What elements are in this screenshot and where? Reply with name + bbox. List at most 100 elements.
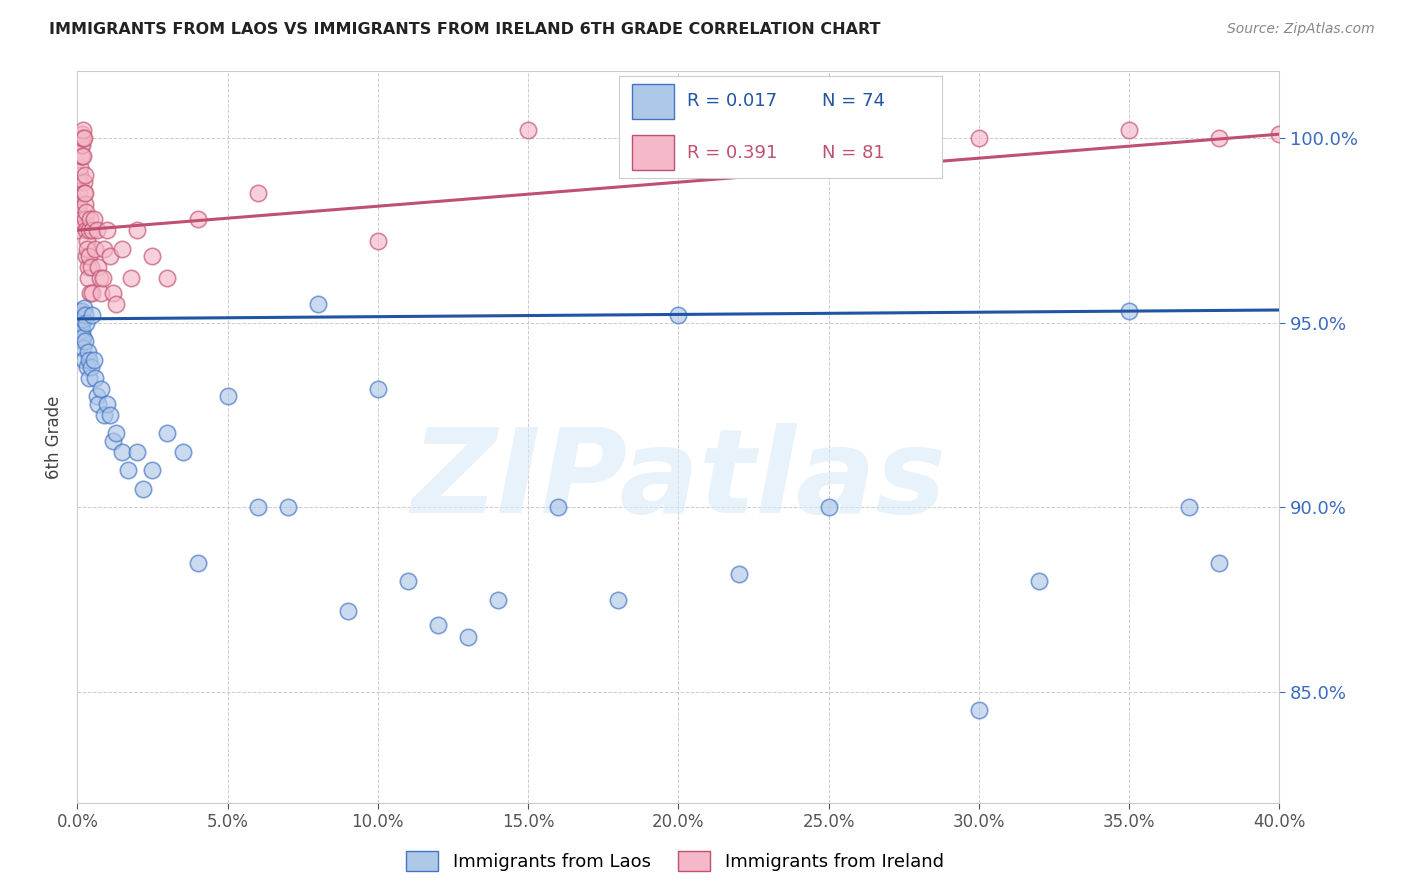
Point bbox=[80, 260, 103, 274]
Bar bbox=[631, 84, 673, 119]
Point bbox=[70, 316, 93, 330]
Point bbox=[396, 574, 419, 589]
Bar bbox=[631, 136, 673, 170]
Point bbox=[93, 242, 115, 256]
Point bbox=[93, 408, 115, 422]
Point bbox=[75, 249, 97, 263]
Point bbox=[70, 127, 93, 141]
Point bbox=[75, 223, 97, 237]
Point bbox=[70, 149, 93, 163]
Point bbox=[117, 463, 139, 477]
Point bbox=[69, 316, 91, 330]
Point bbox=[76, 242, 98, 256]
Point bbox=[69, 319, 91, 334]
Point bbox=[1178, 500, 1201, 515]
Point bbox=[967, 703, 990, 717]
Text: Source: ZipAtlas.com: Source: ZipAtlas.com bbox=[1227, 22, 1375, 37]
Point bbox=[1118, 304, 1140, 318]
Point bbox=[1208, 131, 1230, 145]
Text: N = 81: N = 81 bbox=[823, 144, 886, 161]
Point bbox=[1268, 127, 1291, 141]
Point bbox=[486, 592, 509, 607]
Point bbox=[96, 223, 118, 237]
Point bbox=[82, 308, 104, 322]
Point bbox=[80, 285, 103, 300]
Point bbox=[127, 445, 149, 459]
Point bbox=[307, 297, 329, 311]
Point bbox=[105, 426, 128, 441]
Point bbox=[67, 186, 90, 201]
Point bbox=[69, 161, 91, 175]
Point bbox=[217, 389, 239, 403]
Point bbox=[186, 212, 209, 227]
Point bbox=[67, 204, 90, 219]
Point bbox=[70, 334, 93, 348]
Point bbox=[111, 242, 134, 256]
Point bbox=[79, 212, 101, 227]
Point bbox=[90, 382, 112, 396]
Point bbox=[76, 235, 98, 249]
Text: R = 0.017: R = 0.017 bbox=[686, 93, 776, 111]
Point bbox=[75, 212, 97, 227]
Point bbox=[67, 212, 90, 227]
Point bbox=[87, 397, 110, 411]
Point bbox=[967, 131, 990, 145]
Point bbox=[111, 445, 134, 459]
Point bbox=[1028, 574, 1050, 589]
Text: R = 0.391: R = 0.391 bbox=[686, 144, 778, 161]
Point bbox=[72, 311, 94, 326]
Point bbox=[83, 352, 105, 367]
Point bbox=[120, 271, 142, 285]
Point bbox=[457, 630, 479, 644]
Point bbox=[84, 242, 107, 256]
Point bbox=[72, 149, 94, 163]
Point bbox=[277, 500, 299, 515]
Point bbox=[246, 186, 269, 201]
Point bbox=[69, 168, 91, 182]
Point bbox=[69, 149, 91, 163]
Point bbox=[336, 604, 359, 618]
Text: N = 74: N = 74 bbox=[823, 93, 886, 111]
Point bbox=[96, 397, 118, 411]
Point bbox=[67, 304, 90, 318]
Point bbox=[73, 301, 96, 315]
Point bbox=[246, 500, 269, 515]
Text: ZIPatlas: ZIPatlas bbox=[411, 424, 946, 539]
Point bbox=[156, 426, 179, 441]
Point bbox=[427, 618, 450, 632]
Point bbox=[67, 223, 90, 237]
Point bbox=[75, 204, 97, 219]
Point bbox=[127, 223, 149, 237]
Text: IMMIGRANTS FROM LAOS VS IMMIGRANTS FROM IRELAND 6TH GRADE CORRELATION CHART: IMMIGRANTS FROM LAOS VS IMMIGRANTS FROM … bbox=[49, 22, 880, 37]
Point bbox=[70, 131, 93, 145]
Point bbox=[72, 131, 94, 145]
Point bbox=[141, 249, 163, 263]
Point bbox=[73, 131, 96, 145]
Point bbox=[73, 197, 96, 211]
Point bbox=[132, 482, 155, 496]
Point bbox=[1118, 123, 1140, 137]
Point bbox=[105, 297, 128, 311]
Point bbox=[77, 371, 100, 385]
Point bbox=[67, 197, 90, 211]
Point bbox=[75, 334, 97, 348]
Point bbox=[103, 434, 125, 448]
Y-axis label: 6th Grade: 6th Grade bbox=[45, 395, 63, 479]
Legend: Immigrants from Laos, Immigrants from Ireland: Immigrants from Laos, Immigrants from Ir… bbox=[399, 844, 950, 879]
Point bbox=[67, 308, 90, 322]
Point bbox=[89, 271, 111, 285]
Point bbox=[103, 285, 125, 300]
Point bbox=[76, 260, 98, 274]
Point bbox=[84, 371, 107, 385]
Point bbox=[100, 249, 122, 263]
Point bbox=[72, 175, 94, 189]
Point bbox=[72, 330, 94, 344]
Point bbox=[86, 223, 108, 237]
Point bbox=[73, 168, 96, 182]
Point bbox=[69, 175, 91, 189]
Point bbox=[668, 308, 690, 322]
Point bbox=[91, 271, 114, 285]
Point bbox=[75, 316, 97, 330]
Point bbox=[186, 556, 209, 570]
Point bbox=[86, 389, 108, 403]
